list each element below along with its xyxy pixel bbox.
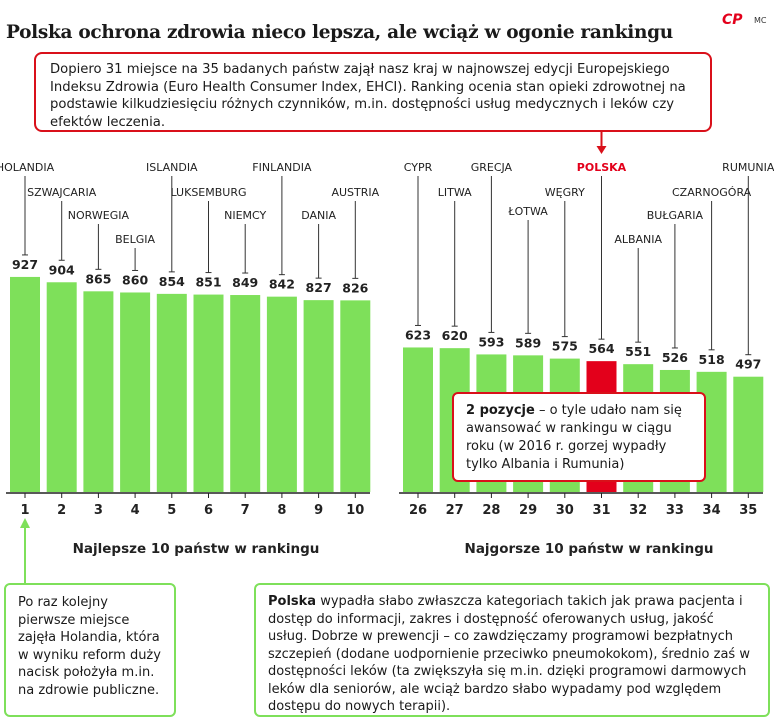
value-label-1: 927 [12,257,38,272]
country-label-9: DANIA [301,209,336,222]
intro-text: Dopiero 31 miejsce na 35 badanych państw… [50,62,686,130]
country-label-33: BUŁGARIA [647,209,704,222]
holland-note-text: Po raz kolejny pierwsze miejsce zajęła H… [18,595,161,698]
country-label-32: ALBANIA [614,233,662,246]
rank-label-8: 8 [277,503,286,518]
group-label-2: Najgorsze 10 państw w rankingu [465,541,714,557]
value-label-5: 854 [159,274,185,289]
rank-label-2: 2 [57,503,66,518]
group-label-1: Najlepsze 10 państw w rankingu [73,541,320,557]
country-label-30: WĘGRY [545,186,585,199]
advance-note-box: 2 pozycje – o tyle udało nam się awansow… [452,392,706,482]
country-label-1: HOLANDIA [0,161,55,174]
rank-label-4: 4 [131,503,140,518]
bar-10 [340,300,371,492]
bar-1 [10,276,40,492]
rank-label-6: 6 [204,503,213,518]
country-label-34: CZARNOGÓRA [672,186,752,199]
value-label-28: 593 [478,334,504,349]
country-label-4: BELGIA [115,233,155,246]
bar-6 [193,294,224,492]
country-label-8: FINLANDIA [252,161,312,174]
bar-2 [46,282,77,492]
poland-note-lead: Polska [268,594,317,609]
rank-label-7: 7 [241,503,250,518]
value-label-9: 827 [306,280,332,295]
rank-label-33: 33 [666,503,684,518]
value-label-35: 497 [735,357,761,372]
bar-5 [156,293,187,492]
value-label-4: 860 [122,272,148,287]
country-label-35: RUMUNIA [722,161,774,174]
value-label-10: 826 [342,280,368,295]
country-label-28: GRECJA [471,161,513,174]
rank-label-35: 35 [739,503,757,518]
poland-note-box: Polska wypadła słabo zwłaszcza kategoria… [254,583,770,717]
brand-logo-mark: CP [722,12,743,28]
polska-pointer-arrow [596,146,607,154]
value-label-26: 623 [405,327,431,342]
country-label-6: LUKSEMBURG [170,186,246,199]
country-label-5: ISLANDIA [146,161,198,174]
rank-label-29: 29 [519,503,537,518]
value-label-30: 575 [552,339,578,354]
value-label-2: 904 [49,262,75,277]
value-label-33: 526 [662,350,688,365]
chart-title: Polska ochrona zdrowia nieco lepsza, ale… [6,22,673,43]
country-label-7: NIEMCY [224,209,266,222]
bar-8 [266,296,297,492]
bar-35 [733,376,764,492]
brand-logo: CP MC [722,12,772,32]
value-label-7: 849 [232,275,258,290]
bar-7 [230,295,261,492]
country-label-27: LITWA [438,186,472,199]
country-label-31: POLSKA [577,161,627,174]
rank-label-28: 28 [482,503,500,518]
rank-label-9: 9 [314,503,323,518]
rank-label-30: 30 [556,503,574,518]
value-label-8: 842 [269,277,295,292]
country-label-3: NORWEGIA [68,209,130,222]
rank-label-1: 1 [20,503,29,518]
rank-label-27: 27 [446,503,464,518]
country-label-10: AUSTRIA [331,186,379,199]
value-label-27: 620 [442,328,468,343]
poland-note-text: wypadła słabo zwłaszcza kategoriach taki… [268,594,750,714]
rank-label-32: 32 [629,503,647,518]
bar-9 [303,300,334,492]
value-label-29: 589 [515,335,541,350]
country-label-29: ŁOTWA [507,205,548,218]
rank-label-34: 34 [703,503,721,518]
value-label-34: 518 [699,352,725,367]
country-label-2: SZWAJCARIA [27,186,97,199]
holland-note-box: Po raz kolejny pierwsze miejsce zajęła H… [4,583,176,717]
country-label-26: CYPR [404,161,433,174]
author-initials: MC [754,16,767,25]
value-label-32: 551 [625,344,651,359]
advance-note-text: – o tyle udało nam się awansować w ranki… [466,403,682,472]
value-label-3: 865 [85,271,111,286]
rank-label-31: 31 [592,503,610,518]
rank-label-3: 3 [94,503,103,518]
bar-26 [403,347,433,492]
rank-label-5: 5 [167,503,176,518]
holland-connector-arrow [20,518,30,528]
bar-3 [83,291,114,492]
rank-label-10: 10 [346,503,364,518]
intro-text-box: Dopiero 31 miejsce na 35 badanych państw… [34,52,712,132]
value-label-31: 564 [588,341,614,356]
value-label-6: 851 [195,275,221,290]
rank-label-26: 26 [409,503,427,518]
bar-4 [120,292,151,492]
advance-note-lead: 2 pozycje [466,403,535,418]
